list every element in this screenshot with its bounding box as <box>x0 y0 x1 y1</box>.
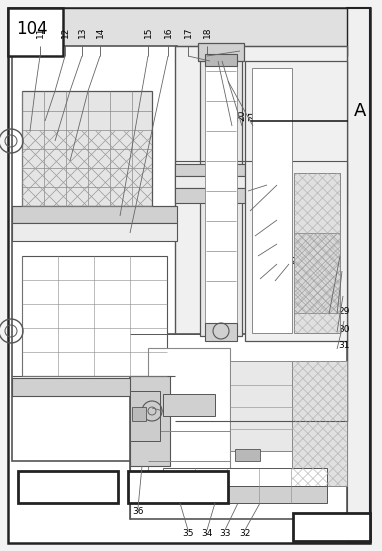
Text: 30: 30 <box>338 325 350 333</box>
Text: 21: 21 <box>249 110 257 121</box>
Text: 34: 34 <box>201 528 213 537</box>
Bar <box>12 46 177 461</box>
Bar <box>132 407 146 421</box>
Text: 18: 18 <box>202 26 212 38</box>
Bar <box>18 471 118 503</box>
Bar <box>12 206 177 223</box>
Bar <box>293 513 370 541</box>
Bar <box>245 61 347 341</box>
Bar <box>12 378 177 396</box>
Text: 29: 29 <box>338 306 350 316</box>
Text: 101: 101 <box>52 478 84 496</box>
Bar <box>205 323 237 341</box>
Text: 19: 19 <box>228 110 236 121</box>
Text: 13: 13 <box>78 26 86 38</box>
Bar <box>175 188 347 203</box>
Bar <box>175 46 347 421</box>
Bar <box>130 391 160 441</box>
Text: A: A <box>354 102 366 120</box>
Bar <box>205 51 237 331</box>
Bar <box>235 449 260 461</box>
Text: 12: 12 <box>60 26 70 38</box>
Text: 103: 103 <box>315 518 347 536</box>
Bar <box>230 361 292 451</box>
Bar <box>148 348 230 503</box>
Bar <box>130 376 170 466</box>
Text: 31: 31 <box>338 342 350 350</box>
Bar <box>8 8 347 56</box>
Bar <box>175 478 205 496</box>
Text: 23: 23 <box>278 176 290 186</box>
Text: 32: 32 <box>239 528 251 537</box>
Text: 27: 27 <box>290 257 301 266</box>
Text: 36: 36 <box>132 506 144 516</box>
Bar <box>205 54 237 66</box>
Text: 35: 35 <box>182 528 194 537</box>
Bar <box>198 43 244 61</box>
Bar <box>347 8 370 543</box>
Text: 15: 15 <box>144 26 152 38</box>
Bar <box>200 46 242 336</box>
Bar <box>22 256 167 376</box>
Text: 14: 14 <box>96 26 105 38</box>
Text: 104: 104 <box>16 20 48 38</box>
Bar <box>130 334 347 519</box>
Text: 28: 28 <box>330 306 342 316</box>
Text: 16: 16 <box>163 26 173 38</box>
Bar <box>252 68 292 333</box>
Bar <box>175 164 347 176</box>
Bar <box>163 486 327 503</box>
Bar <box>163 394 215 416</box>
Bar <box>292 361 347 486</box>
Text: 102: 102 <box>162 478 194 496</box>
Bar <box>8 8 63 56</box>
Text: 11: 11 <box>36 26 44 38</box>
Text: 22: 22 <box>268 176 279 186</box>
Bar <box>22 91 152 206</box>
Text: 17: 17 <box>183 26 193 38</box>
Text: 33: 33 <box>219 528 231 537</box>
Bar <box>12 223 177 241</box>
Bar <box>163 468 327 486</box>
Bar <box>294 173 340 333</box>
Text: 26: 26 <box>278 257 290 266</box>
Text: 25: 25 <box>278 236 290 246</box>
Bar <box>128 471 228 503</box>
Text: 24: 24 <box>278 212 289 220</box>
Text: 37: 37 <box>146 407 158 415</box>
Bar <box>294 233 340 313</box>
Text: 20: 20 <box>238 110 246 121</box>
Bar <box>175 176 347 188</box>
